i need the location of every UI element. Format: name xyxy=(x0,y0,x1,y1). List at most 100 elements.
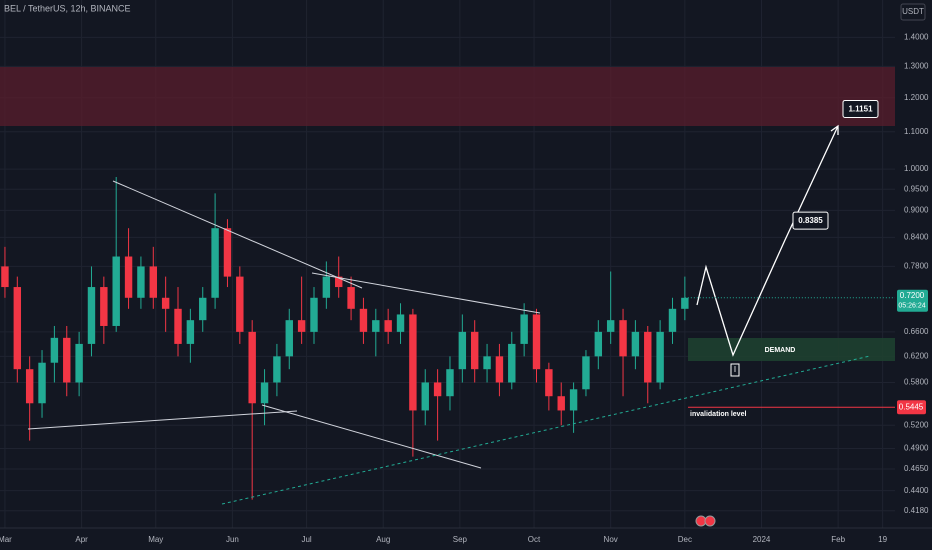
trendline xyxy=(27,410,298,430)
candle-body xyxy=(359,308,368,332)
symbol-title: BEL / TetherUS, 12h, BINANCE xyxy=(4,3,131,13)
last-price: 0.7200 xyxy=(900,291,925,300)
marker-box xyxy=(730,363,740,377)
candle-body xyxy=(137,266,145,298)
overlay: invalidation level 0.5445 0.7200 05:26:24 1.… xyxy=(684,99,928,418)
x-tick-label: Apr xyxy=(75,535,88,544)
y-tick-label: 0.6200 xyxy=(904,351,929,360)
candle-body xyxy=(310,297,318,332)
candle-body xyxy=(409,314,417,411)
candle-body xyxy=(606,320,615,332)
candle-body xyxy=(223,228,232,277)
arrow-head xyxy=(830,124,839,135)
candle-body xyxy=(322,276,331,298)
trendline xyxy=(112,180,363,289)
y-tick-label: 0.8400 xyxy=(904,233,929,242)
y-tick-label: 0.4650 xyxy=(904,464,929,473)
trendline xyxy=(261,404,482,469)
candle-body xyxy=(199,297,207,321)
event-icon xyxy=(704,515,716,527)
candle-body xyxy=(619,320,627,357)
target-label: 0.8385 xyxy=(798,216,823,225)
countdown: 05:26:24 xyxy=(898,303,925,310)
candle-body xyxy=(347,287,355,309)
trendline xyxy=(311,272,541,314)
demand-zone xyxy=(688,338,895,361)
candle-body xyxy=(236,276,244,332)
target-box xyxy=(792,211,829,230)
candle-body xyxy=(63,337,71,383)
trendline xyxy=(221,355,871,505)
y-tick-label: 0.4900 xyxy=(904,444,929,453)
candle-body xyxy=(446,369,454,397)
candle-body xyxy=(656,331,664,383)
candle-body xyxy=(372,320,380,332)
candle-body xyxy=(644,331,652,383)
candle-body xyxy=(384,320,392,332)
y-tick-label: 0.4400 xyxy=(904,486,929,495)
candle-body xyxy=(483,356,491,370)
y-tick-label: 0.5200 xyxy=(904,420,929,429)
y-tick-label: 0.6600 xyxy=(904,327,929,336)
projection-path xyxy=(696,125,839,357)
y-tick-label: 1.4000 xyxy=(904,32,929,41)
y-tick-label: 1.0000 xyxy=(904,164,929,173)
supply-zone xyxy=(0,67,895,126)
x-tick-label: Nov xyxy=(604,535,618,544)
candle-body xyxy=(594,331,603,357)
candle-body xyxy=(149,266,157,298)
x-tick-label: May xyxy=(148,535,163,544)
candle-body xyxy=(681,297,689,309)
price-axis xyxy=(895,0,932,550)
candle-body xyxy=(532,314,541,370)
candle-body xyxy=(112,256,120,326)
y-tick-label: 0.7800 xyxy=(904,262,929,271)
candle-body xyxy=(25,369,34,404)
candle-body xyxy=(211,228,219,298)
candle-body xyxy=(260,382,269,404)
candle-body xyxy=(285,320,293,357)
target-box xyxy=(842,99,879,118)
candle-body xyxy=(124,256,133,298)
candle-body xyxy=(421,382,429,411)
y-tick-label: 0.4180 xyxy=(904,506,929,515)
candle-body xyxy=(161,297,170,309)
target-label: 1.1151 xyxy=(848,105,873,114)
currency-box xyxy=(900,3,926,21)
candle-body xyxy=(458,331,467,370)
candle-body xyxy=(495,356,504,383)
demand-label: DEMAND xyxy=(765,347,796,354)
candle-body xyxy=(100,287,108,326)
candle-body xyxy=(569,389,578,411)
invalidation-label: invalidation level xyxy=(690,411,746,418)
x-tick-label: Jul xyxy=(301,535,311,544)
candle-body xyxy=(557,396,565,411)
currency: USDT xyxy=(902,7,924,16)
candle-body xyxy=(75,343,83,383)
candle-body xyxy=(631,331,640,357)
x-tick-label: Dec xyxy=(678,535,692,544)
candle-body xyxy=(273,356,281,383)
candle-body xyxy=(433,382,442,397)
candle-body xyxy=(396,314,405,332)
candle-body xyxy=(582,356,590,390)
last-price-box xyxy=(897,289,928,312)
candle-body xyxy=(470,331,479,370)
candles xyxy=(1,177,689,500)
candle-body xyxy=(545,369,553,397)
marker-label: I xyxy=(734,365,736,374)
x-tick-label: 19 xyxy=(878,535,887,544)
candle-body xyxy=(248,331,256,404)
x-tick-label: Feb xyxy=(831,535,845,544)
invalidation-price: 0.5445 xyxy=(899,402,924,411)
candle-body xyxy=(520,314,528,344)
trendlines xyxy=(27,124,871,505)
y-tick-label: 1.1000 xyxy=(904,127,929,136)
candle-body xyxy=(1,266,9,288)
y-tick-label: 0.5800 xyxy=(904,378,929,387)
y-tick-label: 1.3000 xyxy=(904,61,929,70)
x-tick-label: Aug xyxy=(376,535,390,544)
candle-body xyxy=(668,308,677,332)
x-tick-label: Mar xyxy=(0,535,12,544)
